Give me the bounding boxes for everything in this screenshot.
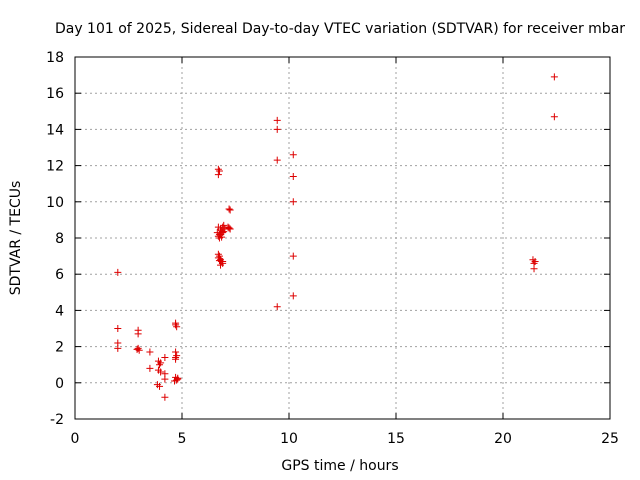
data-point-marker <box>157 368 165 376</box>
data-point-marker <box>215 257 223 265</box>
x-tick-label: 20 <box>494 431 512 447</box>
data-point-marker <box>214 171 222 179</box>
data-point-marker <box>220 228 228 236</box>
data-point-marker <box>550 73 558 81</box>
data-point-marker <box>134 330 142 338</box>
x-tick-label: 5 <box>178 431 187 447</box>
data-point-marker <box>114 325 122 332</box>
data-point-marker <box>214 223 222 231</box>
x-tick-label: 10 <box>280 431 298 447</box>
data-point-marker <box>146 348 154 356</box>
data-point-marker <box>215 167 223 175</box>
data-point-marker <box>289 252 297 260</box>
y-tick-label: 14 <box>46 122 64 138</box>
data-point-marker <box>173 352 181 360</box>
y-tick-label: 2 <box>55 340 64 356</box>
data-point-marker <box>289 198 297 206</box>
data-point-marker <box>146 364 154 372</box>
data-point-marker <box>226 206 234 214</box>
x-tick-label: 15 <box>387 431 405 447</box>
data-point-marker <box>217 261 225 269</box>
data-point-marker <box>219 229 227 237</box>
data-point-marker <box>156 361 164 369</box>
data-point-marker <box>531 258 539 266</box>
data-point-marker <box>161 375 169 383</box>
y-tick-label: 8 <box>55 231 64 247</box>
data-point-marker <box>218 233 226 241</box>
data-point-marker <box>134 344 142 352</box>
data-point-marker <box>156 382 164 390</box>
y-axis-label: SDTVAR / TECUs <box>8 181 24 296</box>
data-point-marker <box>219 258 227 266</box>
data-point-marker <box>114 268 122 276</box>
chart-title: Day 101 of 2025, Sidereal Day-to-day VTE… <box>55 21 625 37</box>
data-point-marker <box>273 116 281 124</box>
y-tick-label: -2 <box>50 412 64 428</box>
data-point-marker <box>226 225 234 233</box>
plot-frame <box>74 56 611 420</box>
y-tick-label: 10 <box>46 195 64 211</box>
data-point-marker <box>225 205 233 213</box>
data-point-marker <box>174 374 182 382</box>
data-point-marker <box>530 265 538 273</box>
data-point-marker <box>173 323 181 331</box>
data-point-marker <box>289 172 297 180</box>
y-tick-label: 6 <box>55 267 64 283</box>
data-point-marker <box>550 113 558 121</box>
y-tick-label: 16 <box>46 86 64 102</box>
data-points <box>114 73 558 401</box>
data-point-marker <box>172 355 180 363</box>
data-point-marker <box>172 321 180 329</box>
axis-ticks: 0 5 10 15 20 25 -2 0 2 4 6 8 10 12 14 16 18 <box>46 50 619 447</box>
data-point-marker <box>273 125 281 133</box>
data-point-marker <box>133 345 141 353</box>
y-tick-label: 4 <box>55 303 64 319</box>
data-point-marker <box>161 353 169 361</box>
data-point-marker <box>273 156 281 164</box>
data-point-marker <box>114 344 122 352</box>
data-point-marker <box>273 303 281 311</box>
data-point-marker <box>225 224 233 232</box>
y-tick-label: 0 <box>55 376 64 392</box>
data-point-marker <box>220 221 228 229</box>
x-axis-label: GPS time / hours <box>281 458 398 474</box>
data-point-marker <box>161 393 169 401</box>
grid-lines <box>75 57 610 419</box>
x-tick-label: 0 <box>71 431 80 447</box>
data-point-marker <box>289 292 297 300</box>
data-point-marker <box>289 151 297 159</box>
y-tick-label: 12 <box>46 159 64 175</box>
data-point-marker <box>157 359 165 367</box>
y-tick-label: 18 <box>46 50 64 66</box>
x-tick-label: 25 <box>601 431 619 447</box>
